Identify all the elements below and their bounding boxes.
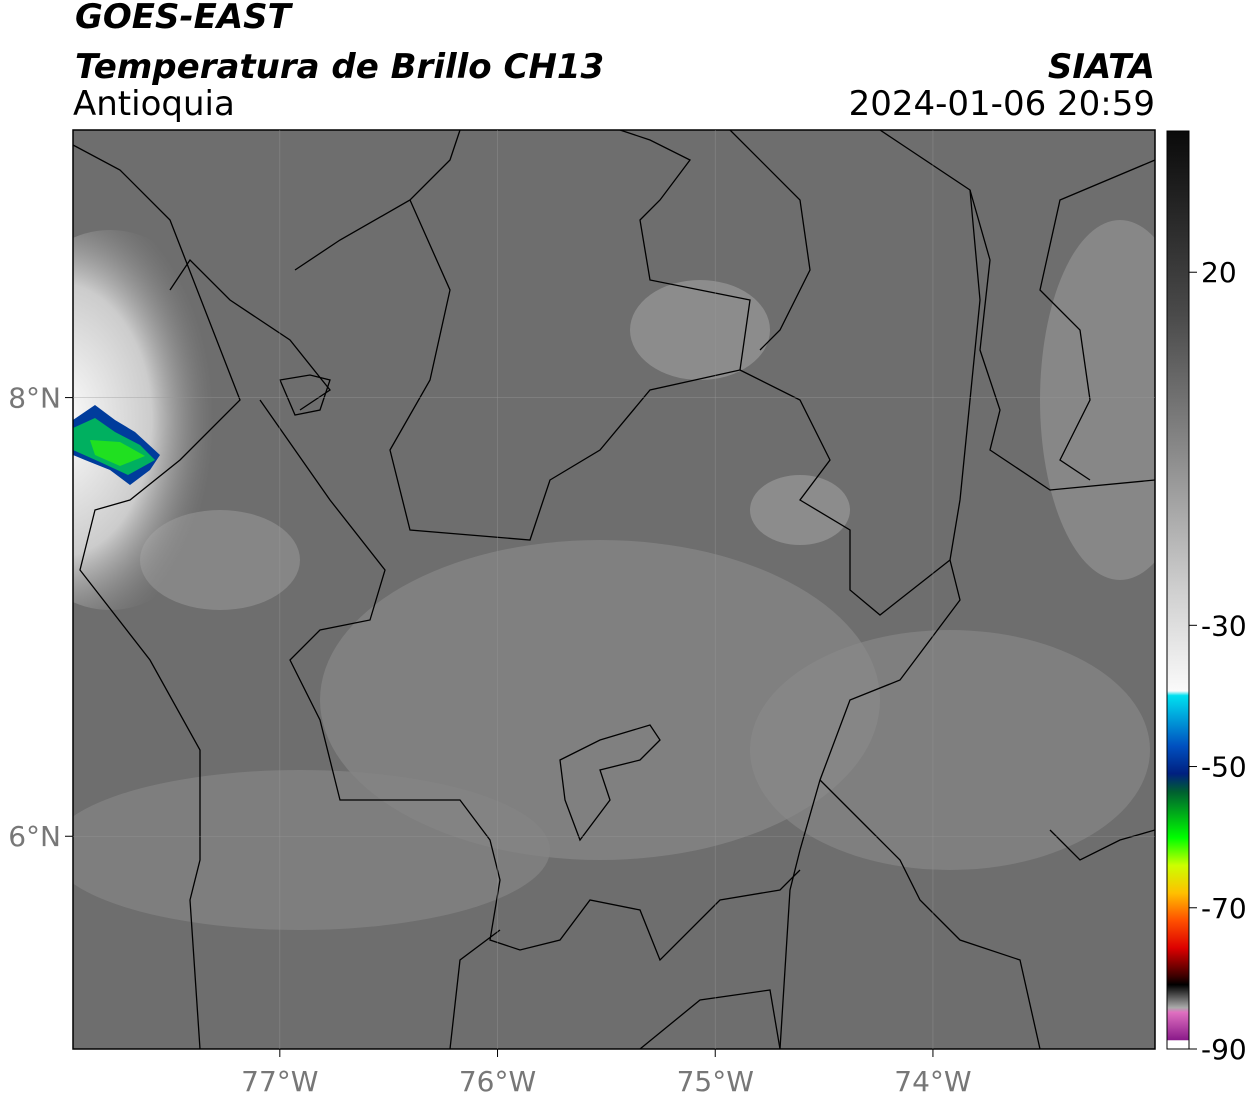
- source: SIATA: [1048, 47, 1155, 87]
- colorbar-tick-label: -90: [1201, 1033, 1247, 1066]
- x-tick-label: 76°W: [459, 1065, 536, 1098]
- x-tick-label: 75°W: [677, 1065, 754, 1098]
- satellite-image: [73, 130, 1155, 1049]
- x-tick-label: 74°W: [894, 1065, 971, 1098]
- datetime: 2024-01-06 20:59: [849, 84, 1155, 124]
- satellite: GOES-EAST: [75, 0, 294, 37]
- colorbar-tick-label: 20: [1201, 256, 1237, 289]
- colorbar-tick-label: -30: [1201, 609, 1247, 642]
- map-frame: [72, 129, 1156, 1050]
- y-tick-label: 6°N: [8, 820, 61, 853]
- colorbar-tick-label: -70: [1201, 892, 1247, 925]
- colorbar: [1166, 130, 1190, 1050]
- colorbar-tick-label: -50: [1201, 751, 1247, 784]
- y-tick-label: 8°N: [8, 382, 61, 415]
- x-tick-label: 77°W: [241, 1065, 318, 1098]
- product: Temperatura de Brillo CH13: [75, 47, 604, 87]
- borders: [73, 130, 1155, 1049]
- region: Antioquia: [73, 84, 235, 124]
